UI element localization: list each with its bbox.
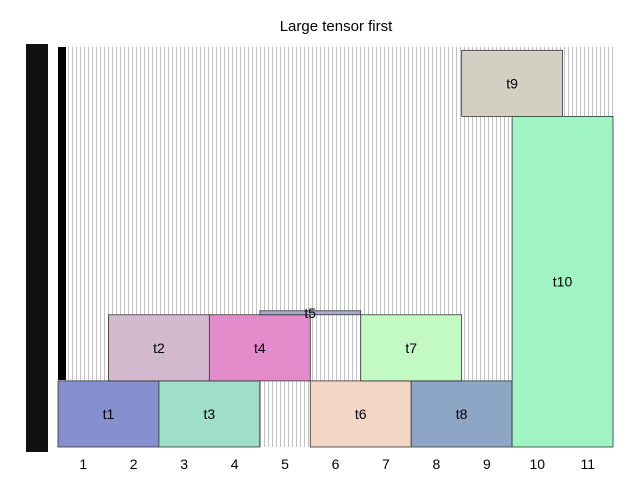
x-tick-label: 5 xyxy=(281,456,289,472)
tensor-rect-t4 xyxy=(208,314,311,382)
x-tick-label: 4 xyxy=(231,456,239,472)
tensor-label-t8: t8 xyxy=(456,406,468,422)
tensor-block-t10: t10 xyxy=(511,116,614,448)
tensor-label-t1: t1 xyxy=(103,406,115,422)
tensor-block-t1: t1 xyxy=(57,380,160,448)
tensor-rect-t7 xyxy=(360,314,463,382)
tensor-label-t5: t5 xyxy=(304,305,316,321)
tensor-block-t2: t2 xyxy=(108,314,210,382)
x-tick-label: 8 xyxy=(433,456,441,472)
chart-title: Large tensor first xyxy=(280,18,393,35)
x-tick-label: 11 xyxy=(580,456,595,472)
tensor-label-t10: t10 xyxy=(553,274,573,290)
tensor-block-t5: t5 xyxy=(259,305,362,321)
tensor-label-t4: t4 xyxy=(254,340,266,356)
x-tick-label: 2 xyxy=(130,456,138,472)
tensor-label-t6: t6 xyxy=(355,406,367,422)
x-tick-label: 9 xyxy=(483,456,491,472)
tensor-label-t7: t7 xyxy=(405,340,417,356)
y-axis-tick-labels xyxy=(26,44,48,452)
tensor-block-t3: t3 xyxy=(158,380,261,448)
tensor-block-t8: t8 xyxy=(410,380,513,448)
y-axis-line xyxy=(58,47,66,380)
tensor-rect-t5 xyxy=(259,310,362,316)
tensor-rect-t1 xyxy=(57,380,160,448)
x-tick-label: 3 xyxy=(180,456,188,472)
tensor-block-t6: t6 xyxy=(309,380,412,448)
x-axis-ticks: 1 2 3 4 5 6 7 8 9 10 11 xyxy=(79,456,595,472)
x-tick-label: 1 xyxy=(79,456,87,472)
x-tick-label: 7 xyxy=(382,456,390,472)
tensor-label-t3: t3 xyxy=(204,406,216,422)
tensor-label-t9: t9 xyxy=(506,75,518,91)
tensor-rect-t9 xyxy=(461,49,563,117)
tensor-label-t2: t2 xyxy=(153,340,165,356)
tensor-blocks: t1 t3 t6 t8 t2 t4 t7 t5 t9 t10 xyxy=(57,49,614,448)
tensor-block-t4: t4 xyxy=(208,314,311,382)
tensor-rect-t6 xyxy=(309,380,412,448)
tensor-rect-t2 xyxy=(108,314,210,382)
tensor-block-t7: t7 xyxy=(360,314,463,382)
x-tick-label: 6 xyxy=(332,456,340,472)
y-axis xyxy=(26,44,66,452)
x-tick-label: 10 xyxy=(530,456,546,472)
tensor-block-t9: t9 xyxy=(461,49,563,117)
tensor-rect-t10 xyxy=(511,116,614,448)
